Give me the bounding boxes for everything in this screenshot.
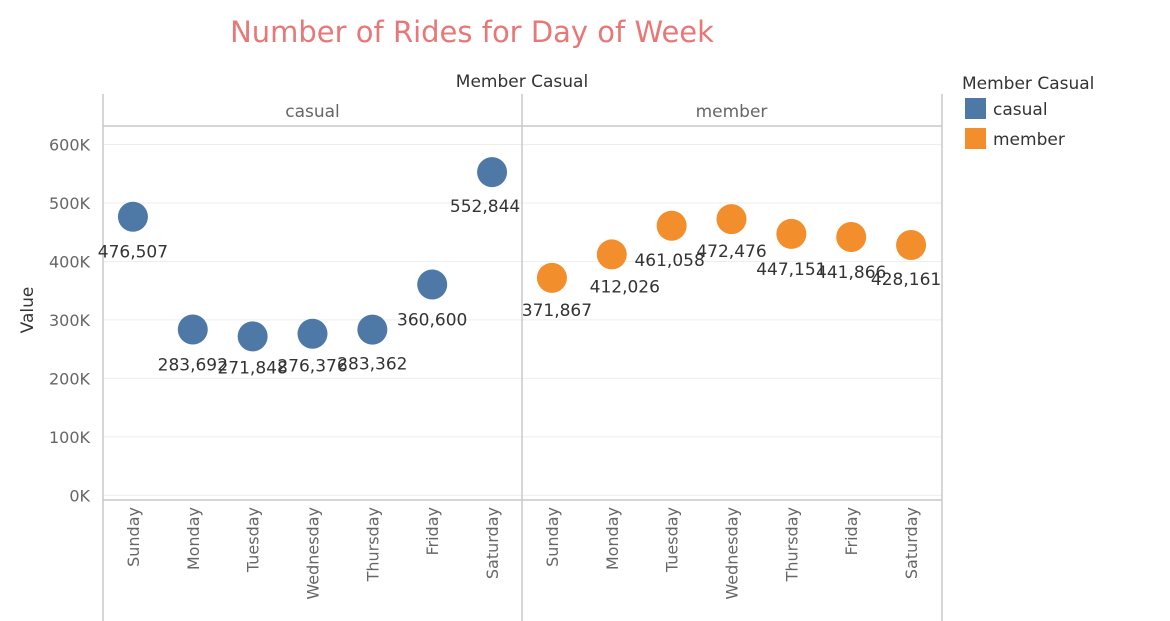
data-label-member-monday: 412,026 [590, 277, 660, 297]
x-category-friday: Friday [842, 507, 861, 556]
data-label-casual-saturday: 552,844 [450, 197, 520, 217]
x-category-wednesday: Wednesday [723, 507, 742, 600]
x-category-sunday: Sunday [543, 507, 562, 567]
y-tick-label: 600K [49, 136, 91, 155]
data-label-member-wednesday: 472,476 [696, 242, 766, 262]
point-casual-saturday[interactable] [477, 157, 508, 188]
data-label-casual-thursday: 283,362 [337, 355, 407, 375]
x-category-saturday: Saturday [483, 507, 502, 579]
y-tick-label: 0K [69, 486, 90, 505]
x-category-tuesday: Tuesday [663, 507, 682, 573]
y-tick-label: 200K [49, 369, 91, 388]
x-category-tuesday: Tuesday [244, 507, 263, 573]
legend-swatch-member[interactable] [965, 128, 986, 149]
legend[interactable]: Member Casual casual member [962, 74, 1094, 150]
point-member-thursday[interactable] [776, 218, 807, 249]
point-member-monday[interactable] [596, 239, 627, 270]
column-header: Member Casual [456, 72, 588, 92]
data-label-member-sunday: 371,867 [522, 301, 592, 321]
y-tick-label: 300K [49, 311, 91, 330]
data-label-casual-sunday: 476,507 [98, 243, 168, 263]
point-casual-monday[interactable] [177, 314, 208, 345]
legend-label-casual: casual [993, 100, 1048, 120]
data-label-casual-friday: 360,600 [397, 311, 467, 331]
x-category-sunday: Sunday [124, 507, 143, 567]
point-member-sunday[interactable] [536, 262, 567, 293]
x-category-monday: Monday [184, 507, 203, 570]
point-casual-tuesday[interactable] [237, 321, 268, 352]
legend-title: Member Casual [962, 74, 1094, 94]
legend-label-member: member [993, 130, 1065, 150]
facet-header-member: member [696, 102, 768, 122]
x-category-saturday: Saturday [902, 507, 921, 579]
y-tick-label: 500K [49, 194, 91, 213]
y-axis: 0K 100K 200K 300K 400K 500K 600K [49, 136, 91, 506]
x-axis: Sunday Monday Tuesday Wednesday Thursday Frid… [124, 507, 921, 600]
panel-frame [102, 94, 943, 621]
x-category-monday: Monday [603, 507, 622, 570]
data-label-member-friday: 441,866 [816, 263, 886, 283]
point-casual-wednesday[interactable] [297, 318, 328, 349]
x-category-thursday: Thursday [782, 507, 801, 582]
x-category-friday: Friday [423, 507, 442, 556]
data-label-casual-monday: 283,692 [158, 355, 228, 375]
data-label-member-thursday: 447,151 [756, 260, 826, 280]
facet-header-casual: casual [285, 102, 340, 122]
legend-swatch-casual[interactable] [965, 98, 986, 119]
x-category-wednesday: Wednesday [304, 507, 323, 600]
point-casual-sunday[interactable] [117, 201, 148, 232]
data-label-member-tuesday: 461,058 [634, 251, 704, 271]
point-member-friday[interactable] [836, 221, 867, 252]
data-label-casual-wednesday: 276,376 [277, 357, 347, 377]
point-member-wednesday[interactable] [716, 204, 747, 235]
y-tick-label: 400K [49, 252, 91, 271]
x-category-thursday: Thursday [363, 507, 382, 582]
point-casual-thursday[interactable] [357, 314, 388, 345]
chart-title: Number of Rides for Day of Week [230, 15, 714, 49]
y-axis-title: Value [18, 287, 38, 334]
data-label-member-saturday: 428,161 [871, 270, 941, 290]
facet-headers: casual member [285, 102, 767, 122]
point-member-saturday[interactable] [896, 230, 927, 261]
point-casual-friday[interactable] [417, 269, 448, 300]
point-member-tuesday[interactable] [656, 210, 687, 241]
data-label-casual-tuesday: 271,848 [217, 358, 287, 378]
y-tick-label: 100K [49, 428, 91, 447]
data-points [117, 157, 927, 352]
